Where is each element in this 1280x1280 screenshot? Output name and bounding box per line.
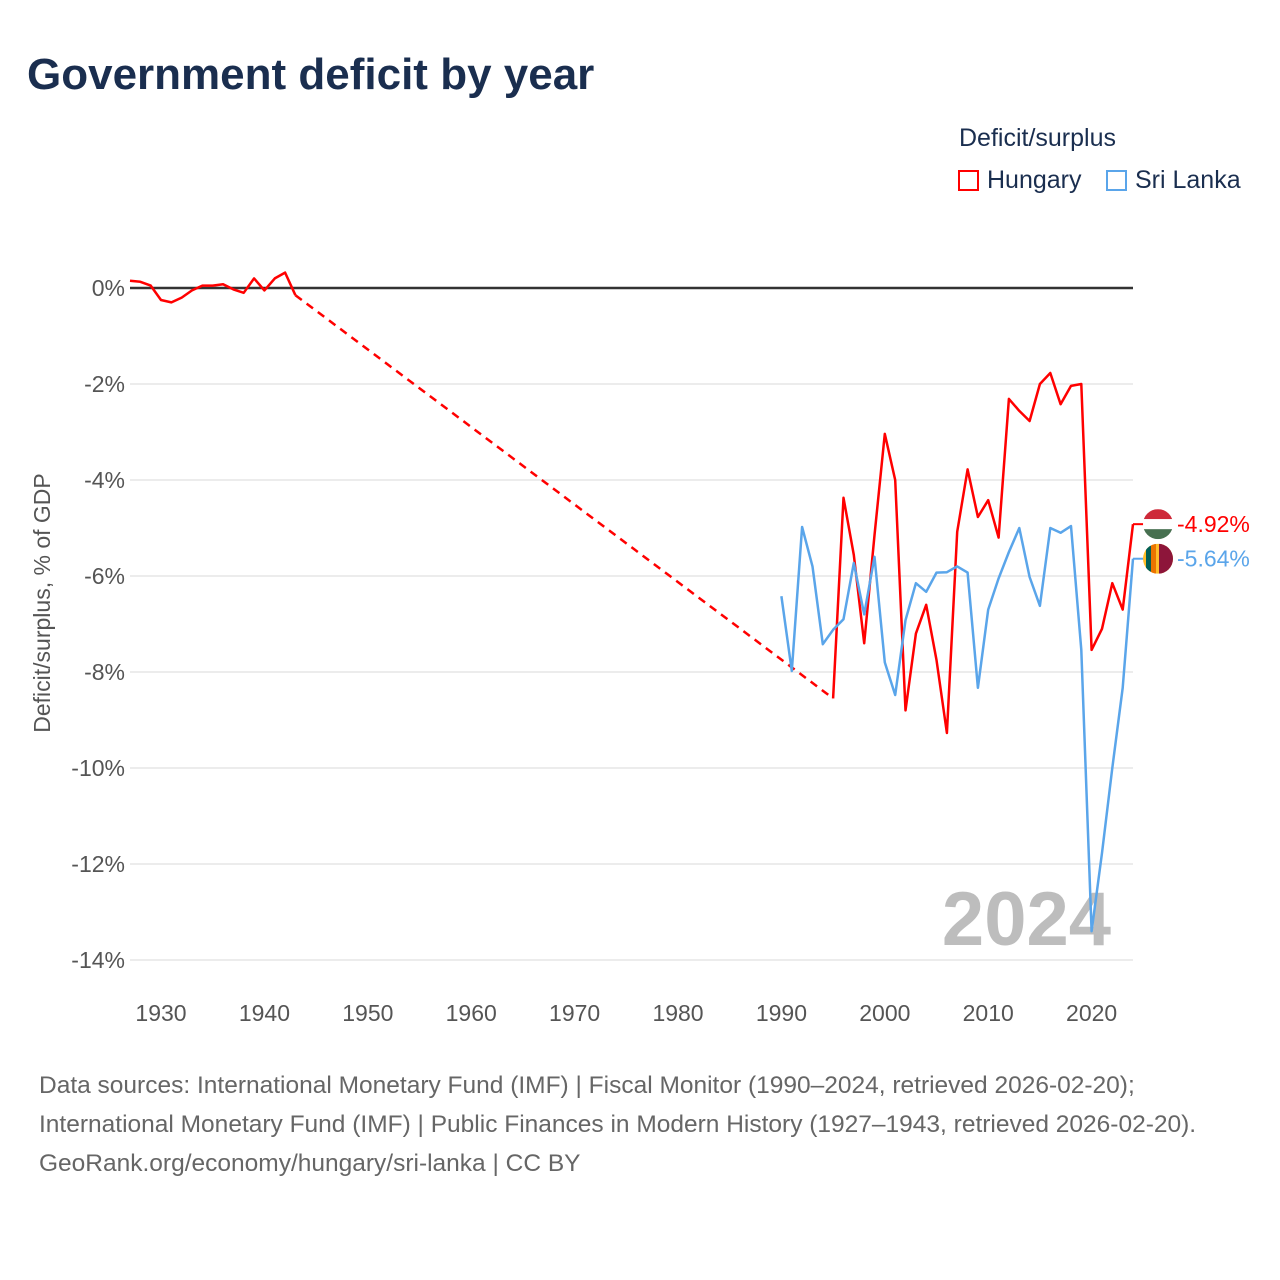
legend-label: Sri Lanka <box>1135 166 1241 194</box>
legend-swatch <box>1106 170 1127 191</box>
year-watermark: 2024 <box>942 877 1111 962</box>
legend-label: Hungary <box>987 166 1082 194</box>
x-tick-label: 1960 <box>446 1000 497 1026</box>
legend-item-hungary[interactable]: Hungary <box>958 166 1082 195</box>
y-tick-label: -10% <box>71 755 125 781</box>
series-line-hungary <box>129 271 297 304</box>
hungary-flag-icon <box>1143 509 1173 540</box>
x-tick-label: 1970 <box>549 1000 600 1026</box>
x-tick-label: 1980 <box>652 1000 703 1026</box>
y-tick-label: -8% <box>84 659 125 685</box>
y-tick-label: 0% <box>92 275 125 301</box>
legend-swatch <box>958 170 979 191</box>
credit-link[interactable]: GeoRank.org/economy/hungary/sri-lanka | … <box>39 1150 581 1177</box>
x-tick-label: 1990 <box>756 1000 807 1026</box>
y-tick-label: -2% <box>84 371 125 397</box>
y-tick-label: -6% <box>84 563 125 589</box>
x-tick-label: 1950 <box>342 1000 393 1026</box>
footer: Data sources: International Monetary Fun… <box>39 1066 1239 1183</box>
y-axis-label: Deficit/surplus, % of GDP <box>29 473 55 732</box>
y-tick-label: -12% <box>71 851 125 877</box>
x-tick-label: 2010 <box>963 1000 1014 1026</box>
end-value-label: -4.92% <box>1177 511 1250 537</box>
legend-item-sri-lanka[interactable]: Sri Lanka <box>1106 166 1241 195</box>
chart-title: Government deficit by year <box>27 50 595 99</box>
data-sources: Data sources: International Monetary Fun… <box>39 1072 1197 1138</box>
y-tick-label: -4% <box>84 467 125 493</box>
series-line-hungary <box>831 371 1135 735</box>
x-tick-label: 1930 <box>135 1000 186 1026</box>
series-line-hungary <box>294 294 834 700</box>
legend-title: Deficit/surplus <box>959 124 1116 152</box>
series-line-sri-lanka <box>780 524 1135 933</box>
x-tick-label: 2000 <box>859 1000 910 1026</box>
x-tick-label: 2020 <box>1066 1000 1117 1026</box>
y-tick-label: -14% <box>71 947 125 973</box>
end-value-label: -5.64% <box>1177 546 1250 572</box>
x-tick-label: 1940 <box>239 1000 290 1026</box>
sri-lanka-flag-icon <box>1143 543 1173 574</box>
